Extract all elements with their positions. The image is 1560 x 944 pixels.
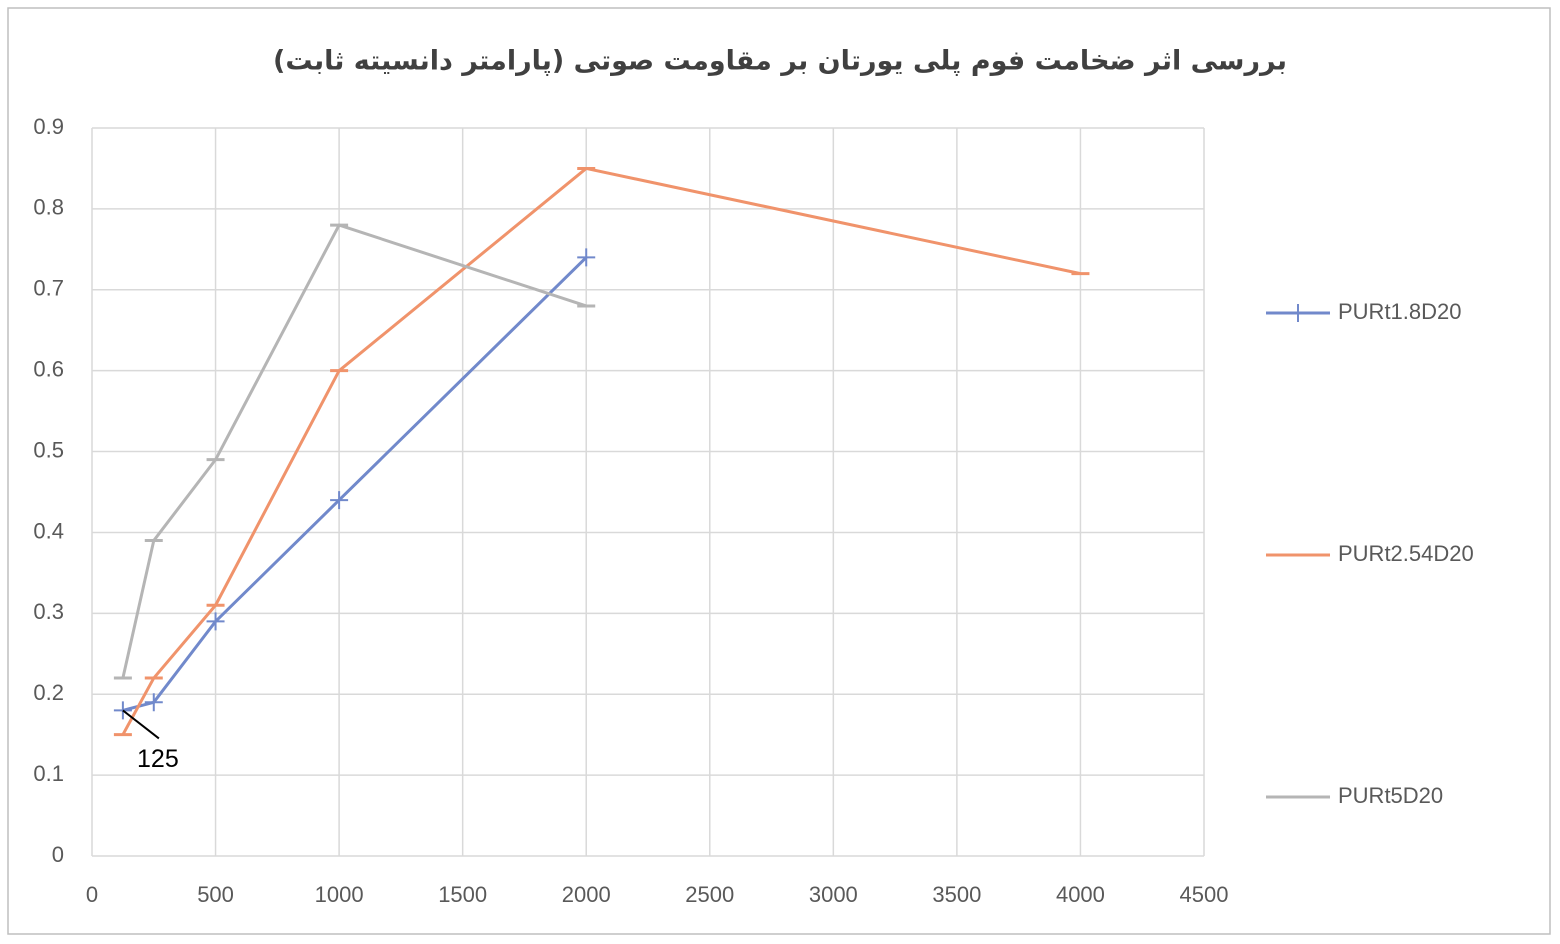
chart-border xyxy=(7,7,1551,935)
legend-label: PURt1.8D20 xyxy=(1338,299,1462,324)
legend-label: PURt5D20 xyxy=(1338,783,1443,808)
x-tick-label: 4500 xyxy=(1180,882,1229,907)
y-tick-label: 0.5 xyxy=(33,437,64,462)
marker xyxy=(330,491,349,510)
y-tick-label: 0.7 xyxy=(33,276,64,301)
x-tick-label: 3500 xyxy=(932,882,981,907)
y-tick-label: 0.8 xyxy=(33,195,64,220)
marker xyxy=(206,612,225,631)
y-tick-label: 0.3 xyxy=(33,599,64,624)
marker xyxy=(577,248,596,267)
legend-label: PURt2.54D20 xyxy=(1338,541,1474,566)
series-line xyxy=(121,166,1081,736)
x-tick-label: 0 xyxy=(86,882,98,907)
x-tick-label: 2000 xyxy=(562,882,611,907)
x-tick-label: 500 xyxy=(197,882,234,907)
annotation-pointer xyxy=(122,709,160,740)
annotation-label: 125 xyxy=(137,745,179,773)
y-tick-label: 0.6 xyxy=(33,356,64,381)
x-tick-label: 4000 xyxy=(1056,882,1105,907)
y-tick-label: 0 xyxy=(52,842,64,867)
x-tick-label: 3000 xyxy=(809,882,858,907)
y-tick-label: 0.2 xyxy=(33,680,64,705)
legend-marker xyxy=(1289,304,1307,322)
chart-title: بررسی اثر ضخامت فوم پلی یورتان بر مقاومت… xyxy=(273,46,1287,77)
y-tick-label: 0.4 xyxy=(33,518,64,543)
y-tick-label: 0.9 xyxy=(33,114,64,139)
x-tick-label: 2500 xyxy=(685,882,734,907)
x-tick-label: 1500 xyxy=(438,882,487,907)
x-tick-label: 1000 xyxy=(315,882,364,907)
y-tick-label: 0.1 xyxy=(33,761,64,786)
marker xyxy=(144,693,163,712)
